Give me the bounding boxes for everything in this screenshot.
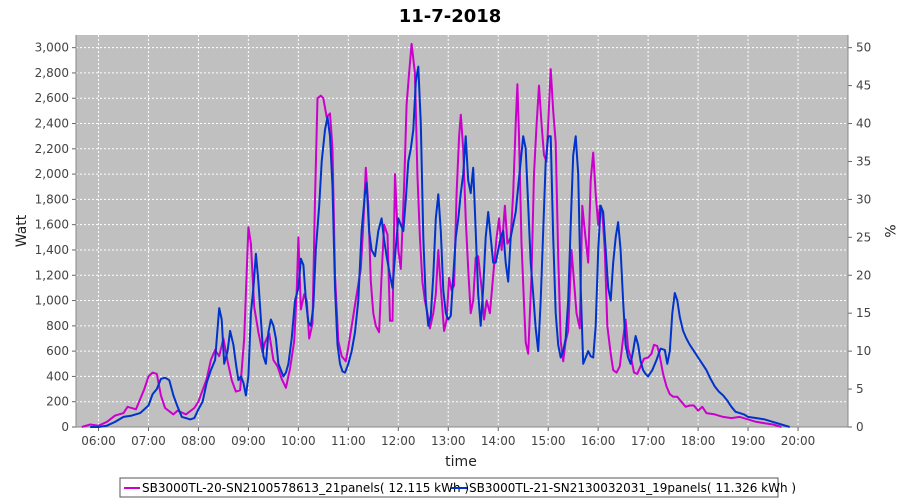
y-tick-label: 1,000 xyxy=(35,294,69,308)
y2-tick-label: 35 xyxy=(856,154,871,168)
y2-tick-label: 5 xyxy=(856,382,864,396)
y-tick-label: 2,800 xyxy=(35,66,69,80)
x-tick-label: 18:00 xyxy=(681,434,716,448)
y-tick-label: 2,000 xyxy=(35,167,69,181)
y-tick-label: 200 xyxy=(46,395,69,409)
chart-title: 11-7-2018 xyxy=(399,6,502,27)
y2-tick-label: 10 xyxy=(856,344,871,358)
y2-tick-label: 50 xyxy=(856,41,871,55)
y2-tick-label: 40 xyxy=(856,117,871,131)
y2-tick-label: 30 xyxy=(856,192,871,206)
y2-axis-label: % xyxy=(881,224,897,237)
legend-entry-1: SB3000TL-20-SN2100578613_21panels( 12.11… xyxy=(142,481,469,495)
y-axis-label: Watt xyxy=(14,214,30,247)
y-tick-label: 0 xyxy=(61,420,69,434)
grid-lines xyxy=(76,35,848,428)
x-tick-label: 16:00 xyxy=(581,434,616,448)
series-line-2 xyxy=(90,65,790,428)
x-tick-label: 20:00 xyxy=(781,434,816,448)
x-tick-label: 07:00 xyxy=(131,434,166,448)
y-tick-label: 400 xyxy=(46,369,69,383)
x-tick-label: 09:00 xyxy=(231,434,266,448)
x-axis-label: time xyxy=(445,454,477,470)
x-tick-label: 12:00 xyxy=(381,434,416,448)
y-tick-label: 1,800 xyxy=(35,192,69,206)
y2-tick-label: 15 xyxy=(856,306,871,320)
legend: SB3000TL-20-SN2100578613_21panels( 12.11… xyxy=(119,477,796,498)
legend-box xyxy=(119,477,779,498)
y-tick-label: 800 xyxy=(46,319,69,333)
x-tick-label: 15:00 xyxy=(531,434,566,448)
x-tick-label: 11:00 xyxy=(331,434,366,448)
x-tick-label: 17:00 xyxy=(631,434,666,448)
tick-labels: 02004006008001,0001,2001,4001,6001,8002,… xyxy=(35,35,871,448)
y2-tick-label: 20 xyxy=(856,268,871,282)
y2-tick-label: 0 xyxy=(856,420,864,434)
y2-tick-label: 45 xyxy=(856,79,871,93)
plot-area xyxy=(76,35,848,427)
y-tick-label: 2,400 xyxy=(35,117,69,131)
x-tick-label: 06:00 xyxy=(81,434,116,448)
y-tick-label: 600 xyxy=(46,344,69,358)
x-tick-label: 14:00 xyxy=(481,434,516,448)
y-tick-label: 3,000 xyxy=(35,41,69,55)
y-tick-label: 1,600 xyxy=(35,218,69,232)
x-tick-label: 19:00 xyxy=(731,434,766,448)
y-tick-label: 1,200 xyxy=(35,268,69,282)
y-tick-label: 1,400 xyxy=(35,243,69,257)
y-tick-label: 2,200 xyxy=(35,142,69,156)
series-lines xyxy=(81,42,790,428)
x-tick-label: 13:00 xyxy=(431,434,466,448)
x-tick-label: 10:00 xyxy=(281,434,316,448)
y2-tick-label: 25 xyxy=(856,230,871,244)
x-tick-label: 08:00 xyxy=(181,434,216,448)
y-tick-label: 2,600 xyxy=(35,91,69,105)
legend-entry-2: SB3000TL-21-SN2130032031_19panels( 11.32… xyxy=(469,481,796,495)
